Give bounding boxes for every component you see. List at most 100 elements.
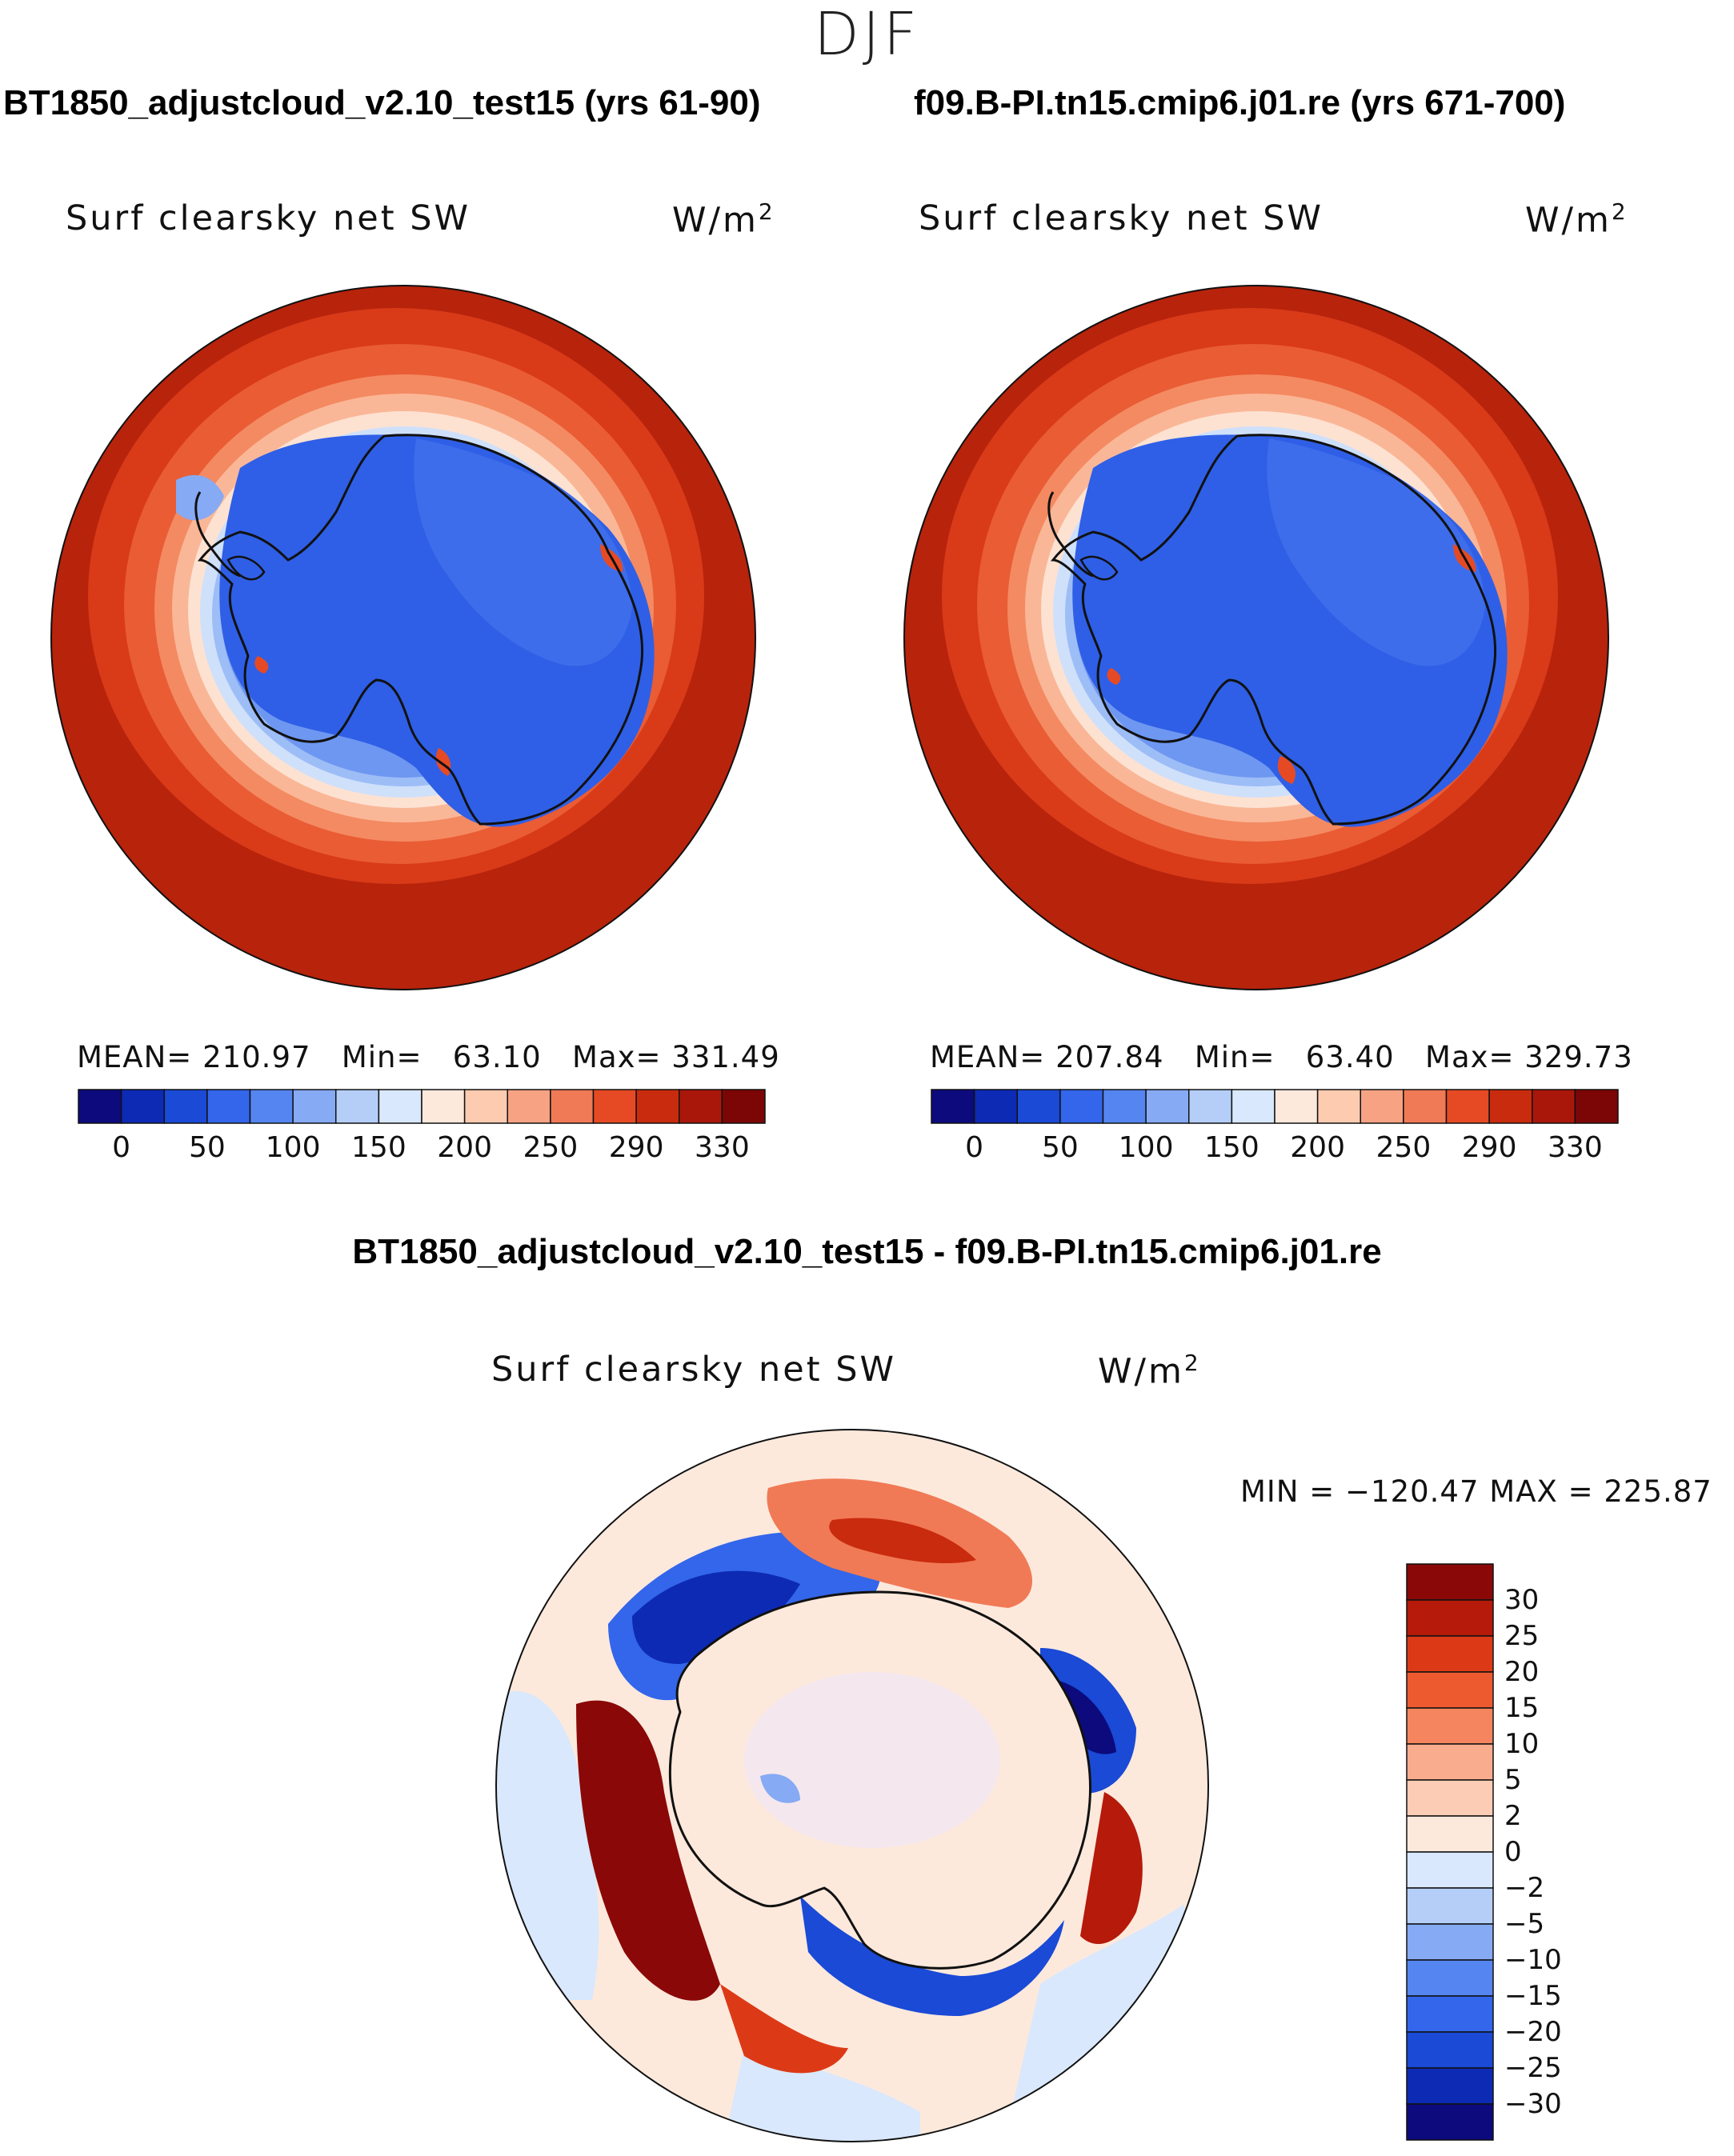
colorbar-tick-label: 250	[1376, 1131, 1432, 1164]
colorbar-swatch	[1574, 1089, 1619, 1124]
colorbar-swatch	[1274, 1089, 1319, 1124]
panel-1-units: W/m2	[672, 198, 775, 241]
colorbar-swatch	[120, 1089, 165, 1124]
colorbar-swatch	[378, 1089, 422, 1124]
map3-positive-west	[576, 1700, 720, 2001]
panel-1-run-title: BT1850_adjustcloud_v2.10_test15 (yrs 61-…	[3, 83, 761, 122]
colorbar-swatch	[335, 1089, 380, 1124]
colorbar-tick-label: −10	[1504, 1944, 1562, 1976]
colorbar-tick-label: 0	[965, 1131, 984, 1164]
difference-minmax: MIN = −120.47 MAX = 225.87	[1240, 1474, 1712, 1509]
difference-title: BT1850_adjustcloud_v2.10_test15 - f09.B-…	[352, 1232, 1382, 1271]
colorbar-tick-label: 290	[1461, 1131, 1517, 1164]
panel-2-max: 329.73	[1524, 1040, 1633, 1074]
difference-units: W/m2	[1098, 1350, 1201, 1392]
colorbar-swatch	[721, 1089, 766, 1124]
colorbar-tick-label: 100	[265, 1131, 321, 1164]
map3-positive-east	[1080, 1792, 1143, 1944]
map2-frame	[903, 285, 1609, 990]
colorbar-swatch	[1406, 2067, 1494, 2105]
colorbar-tick-label: −5	[1504, 1908, 1545, 1940]
map1-coastline	[198, 434, 644, 826]
colorbar-tick-label: 330	[1548, 1131, 1603, 1164]
panel-2-map	[904, 286, 1608, 990]
colorbar-swatch	[163, 1089, 208, 1124]
colorbar-swatch	[463, 1089, 508, 1124]
colorbar-swatch	[1360, 1089, 1404, 1124]
colorbar-swatch	[507, 1089, 551, 1124]
panel-1-variable-label: Surf clearsky net SW	[66, 198, 471, 238]
colorbar-swatch	[1406, 1959, 1494, 1997]
colorbar-swatch	[592, 1089, 637, 1124]
colorbar-swatch	[635, 1089, 680, 1124]
colorbar-tick-label: −15	[1504, 1980, 1562, 2012]
panel-1-mean: 210.97	[202, 1040, 311, 1074]
colorbar-swatch	[292, 1089, 337, 1124]
colorbar-swatch	[973, 1089, 1018, 1124]
panel-1-map	[51, 286, 755, 990]
colorbar-swatch	[1403, 1089, 1448, 1124]
colorbar-swatch	[1406, 1815, 1494, 1853]
colorbar-swatch	[1406, 1995, 1494, 2033]
colorbar-tick-label: 250	[523, 1131, 579, 1164]
colorbar-swatch	[1406, 1671, 1494, 1709]
colorbar-tick-label: 50	[188, 1131, 226, 1164]
colorbar-swatch	[1406, 1779, 1494, 1817]
colorbar-tick-label: 330	[695, 1131, 750, 1164]
colorbar-swatch	[1406, 1563, 1494, 1601]
colorbar-tick-label: −2	[1504, 1872, 1545, 1904]
season-title: DJF	[813, 0, 921, 69]
colorbar-swatch	[1145, 1089, 1190, 1124]
colorbar-tick-label: 200	[437, 1131, 492, 1164]
colorbar-tick-label: −20	[1504, 2016, 1562, 2048]
panel-2-mean: 207.84	[1055, 1040, 1164, 1074]
colorbar-swatch	[1406, 1743, 1494, 1781]
difference-colorbar	[1406, 1563, 1494, 2141]
difference-map	[496, 1430, 1208, 2142]
colorbar-swatch	[1406, 2103, 1494, 2141]
colorbar-tick-label: 0	[1504, 1836, 1522, 1868]
colorbar-swatch	[931, 1089, 975, 1124]
colorbar-tick-label: 25	[1504, 1620, 1540, 1652]
colorbar-swatch	[1016, 1089, 1061, 1124]
map2-coastline	[1051, 434, 1497, 826]
colorbar-swatch	[1406, 1887, 1494, 1925]
colorbar-swatch	[1231, 1089, 1275, 1124]
colorbar-swatch	[1406, 2031, 1494, 2069]
panel-2-colorbar	[931, 1089, 1619, 1124]
colorbar-tick-label: 290	[608, 1131, 664, 1164]
colorbar-tick-label: 20	[1504, 1656, 1540, 1688]
colorbar-tick-label: 100	[1118, 1131, 1174, 1164]
colorbar-swatch	[679, 1089, 723, 1124]
colorbar-swatch	[206, 1089, 251, 1124]
colorbar-tick-label: −30	[1504, 2088, 1562, 2120]
colorbar-swatch	[1316, 1089, 1361, 1124]
colorbar-tick-label: 150	[1204, 1131, 1259, 1164]
panel-1-min: 63.10	[452, 1040, 542, 1074]
panel-1-stats: MEAN= 210.97 Min= 63.10 Max= 331.49	[77, 1040, 780, 1074]
colorbar-tick-label: 200	[1290, 1131, 1345, 1164]
colorbar-swatch	[78, 1089, 122, 1124]
colorbar-tick-label: 30	[1504, 1584, 1540, 1616]
colorbar-tick-label: 150	[351, 1131, 406, 1164]
colorbar-tick-label: 5	[1504, 1764, 1522, 1796]
colorbar-tick-label: 2	[1504, 1800, 1522, 1832]
colorbar-swatch	[1406, 1707, 1494, 1745]
colorbar-swatch	[1406, 1599, 1494, 1637]
panel-2-min: 63.40	[1305, 1040, 1395, 1074]
map1-frame	[50, 285, 756, 990]
colorbar-tick-label: 15	[1504, 1692, 1540, 1724]
colorbar-swatch	[1059, 1089, 1104, 1124]
colorbar-swatch	[1445, 1089, 1490, 1124]
difference-variable-label: Surf clearsky net SW	[491, 1350, 897, 1390]
colorbar-tick-label: 0	[112, 1131, 131, 1164]
panel-2-variable-label: Surf clearsky net SW	[919, 198, 1324, 238]
map3-negative-south	[800, 1896, 1064, 2016]
colorbar-swatch	[1406, 1923, 1494, 1961]
panel-2-stats: MEAN= 207.84 Min= 63.40 Max= 329.73	[930, 1040, 1633, 1074]
colorbar-tick-label: −25	[1504, 2052, 1562, 2084]
panel-1-colorbar	[78, 1089, 766, 1124]
colorbar-tick-label: 10	[1504, 1728, 1540, 1760]
colorbar-swatch	[249, 1089, 294, 1124]
